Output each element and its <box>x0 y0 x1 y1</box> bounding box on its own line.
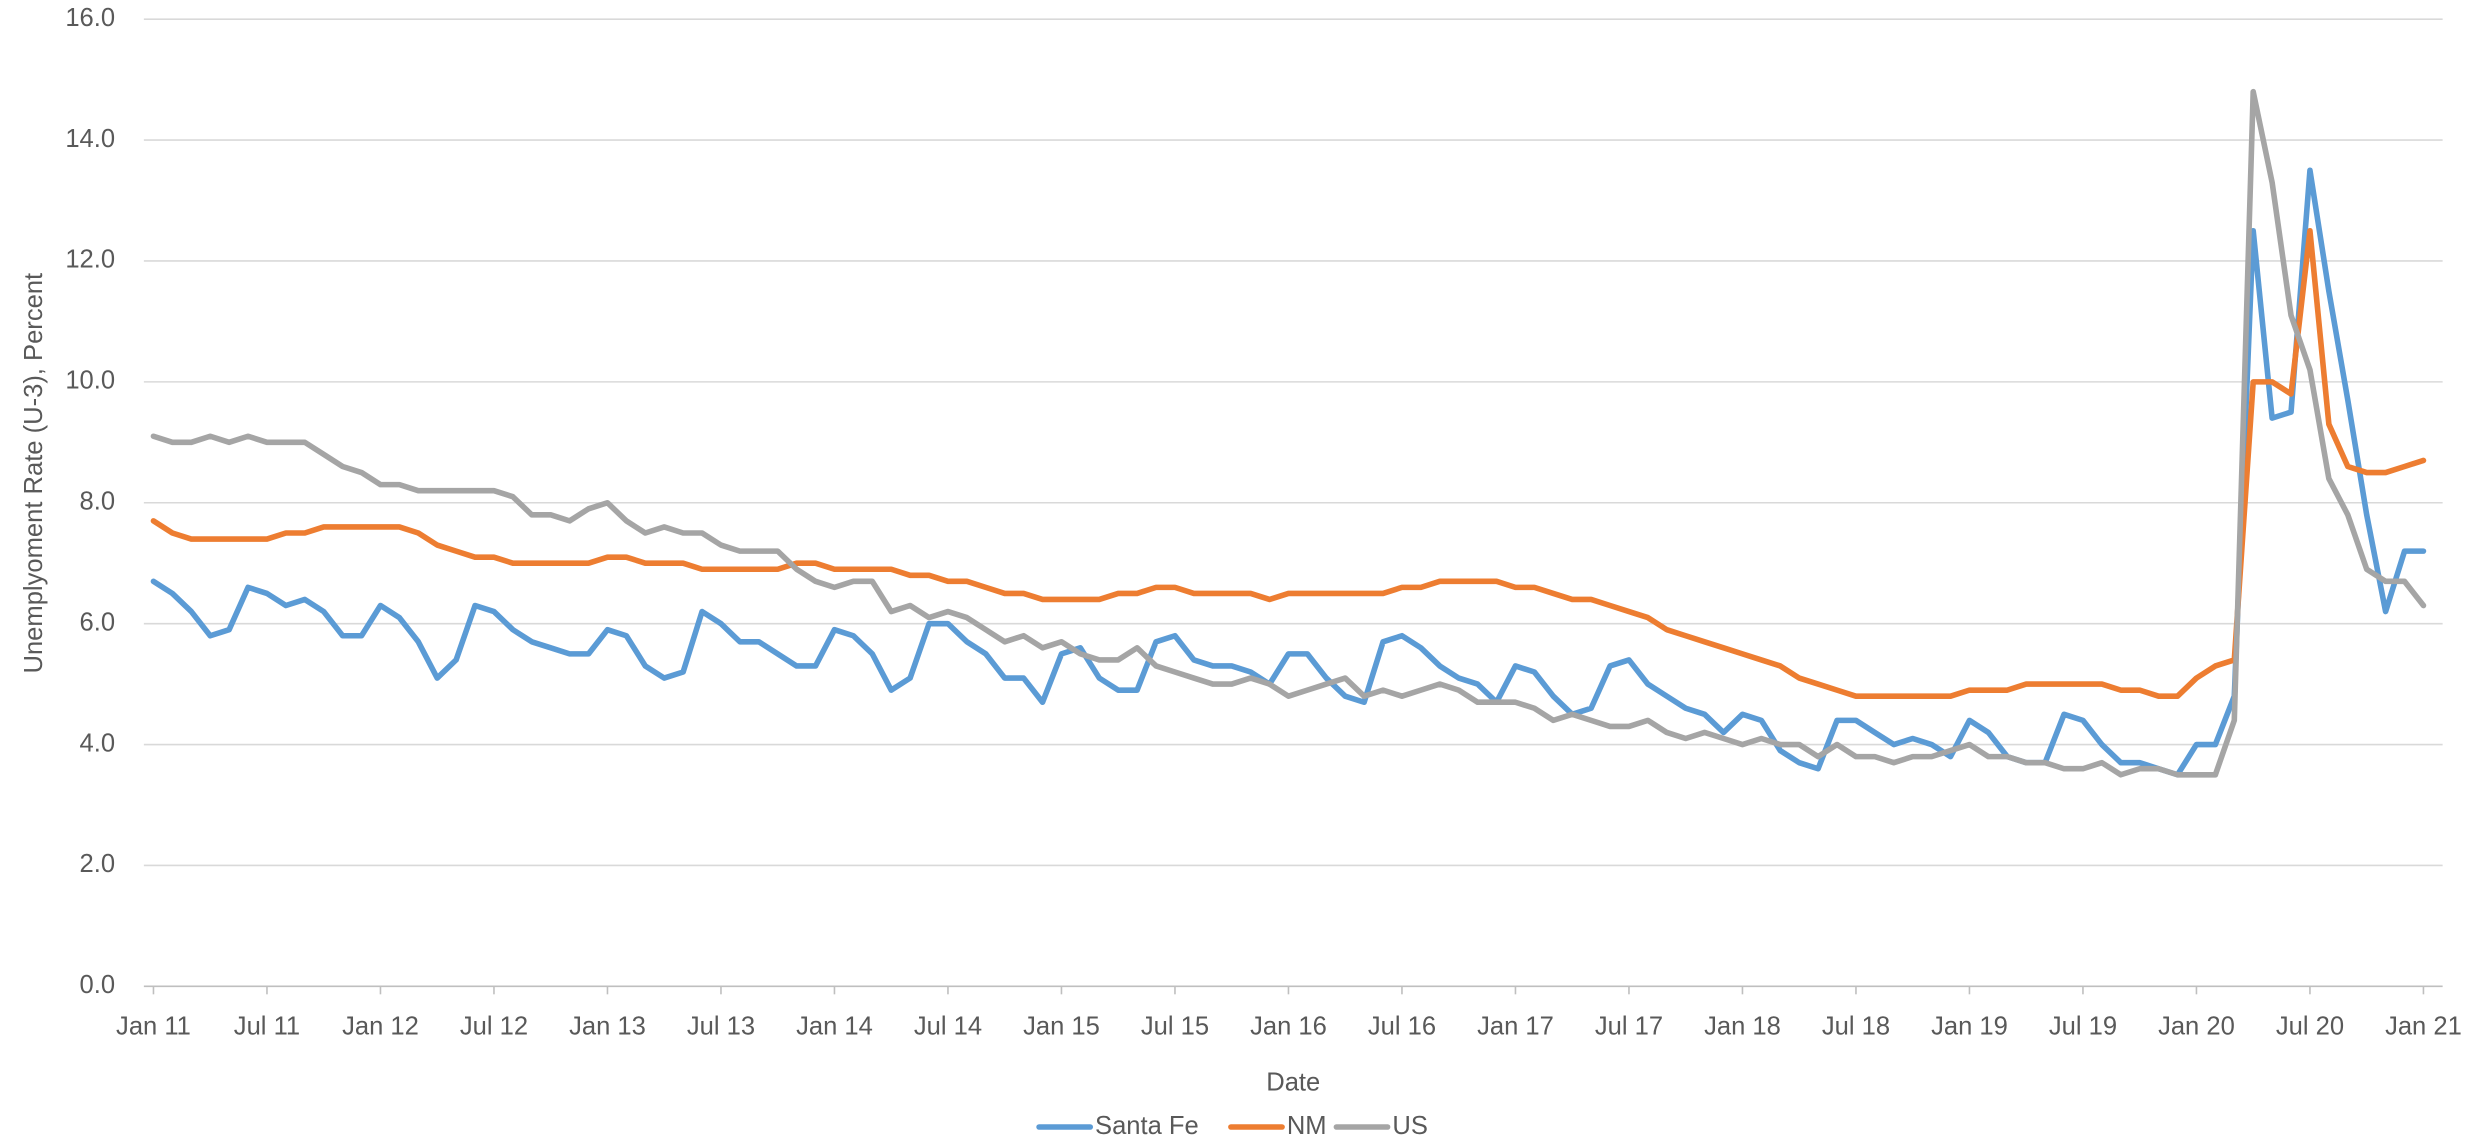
x-axis-title: Date <box>1266 1069 1320 1097</box>
x-tick-label: Jul 17 <box>1595 1013 1663 1041</box>
series-line <box>150 227 2427 699</box>
x-tick-label: Jan 20 <box>2158 1013 2235 1041</box>
y-tick-label: 6.0 <box>80 608 116 636</box>
x-tick-label: Jan 14 <box>796 1013 873 1041</box>
x-tick-label: Jul 14 <box>914 1013 982 1041</box>
y-tick-label: 10.0 <box>65 367 115 395</box>
x-tick-label: Jan 19 <box>1931 1013 2008 1041</box>
x-tick-label: Jan 16 <box>1250 1013 1327 1041</box>
x-tick-label: Jan 18 <box>1704 1013 1781 1041</box>
y-axis-title: Unemplyoment Rate (U-3), Percent <box>20 273 48 674</box>
x-tick-label: Jan 17 <box>1477 1013 1554 1041</box>
y-tick-label: 14.0 <box>65 125 115 153</box>
y-tick-label: 2.0 <box>80 850 116 878</box>
x-tick-label: Jul 12 <box>460 1013 528 1041</box>
x-tick-label: Jul 19 <box>2049 1013 2117 1041</box>
legend-label: Santa Fe <box>1095 1112 1199 1135</box>
legend-label: NM <box>1287 1112 1327 1135</box>
series-line <box>150 88 2427 778</box>
x-tick-label: Jan 11 <box>116 1013 191 1041</box>
legend-label: US <box>1392 1112 1428 1135</box>
x-tick-label: Jul 11 <box>234 1013 300 1041</box>
y-tick-label: 4.0 <box>80 729 116 757</box>
y-tick-label: 8.0 <box>80 488 116 516</box>
y-tick-label: 16.0 <box>65 4 115 32</box>
y-tick-label: 12.0 <box>65 246 115 274</box>
y-tick-label: 0.0 <box>80 971 116 999</box>
x-tick-label: Jul 20 <box>2276 1013 2344 1041</box>
x-tick-label: Jan 13 <box>569 1013 646 1041</box>
x-tick-label: Jan 21 <box>2385 1013 2462 1041</box>
x-tick-label: Jul 18 <box>1822 1013 1890 1041</box>
x-tick-label: Jan 15 <box>1023 1013 1100 1041</box>
x-tick-label: Jul 13 <box>687 1013 755 1041</box>
x-tick-label: Jul 15 <box>1141 1013 1209 1041</box>
x-tick-label: Jul 16 <box>1368 1013 1436 1041</box>
x-tick-label: Jan 12 <box>342 1013 419 1041</box>
